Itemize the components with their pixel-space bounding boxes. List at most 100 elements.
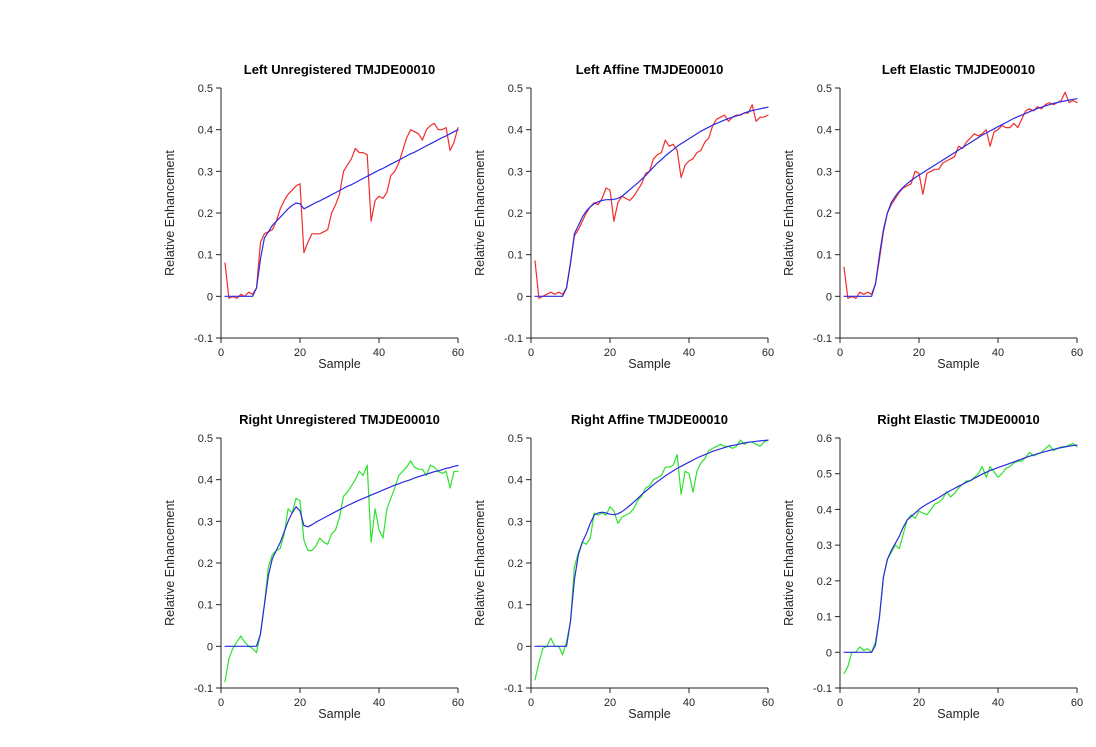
x-tick-label: 20 bbox=[294, 697, 306, 709]
x-tick-label: 40 bbox=[683, 347, 695, 359]
y-tick-label: 0.4 bbox=[198, 475, 213, 487]
y-tick-label: 0.5 bbox=[198, 83, 213, 95]
plot-area-right-affine: -0.1 0 0.1 0.2 0.3 0.4 0.5 0 20 40 60 bbox=[504, 433, 774, 709]
plot-title: Right Affine TMJDE00010 bbox=[571, 412, 728, 427]
y-axis-label: Relative Enhancement bbox=[473, 500, 487, 626]
raw-enhancement-line bbox=[534, 439, 769, 681]
plot-title: Left Unregistered TMJDE00010 bbox=[243, 62, 436, 77]
x-tick-label: 60 bbox=[762, 697, 774, 709]
y-tick-label: 0.2 bbox=[508, 558, 523, 570]
x-tick-label: 60 bbox=[452, 347, 464, 359]
y-tick-label: 0.3 bbox=[198, 516, 213, 528]
x-tick-label: 0 bbox=[218, 697, 224, 709]
x-tick-label: 20 bbox=[913, 697, 925, 709]
y-tick-label: 0.5 bbox=[508, 83, 523, 95]
x-axis-label: Sample bbox=[318, 357, 361, 371]
x-tick-label: 20 bbox=[294, 347, 306, 359]
y-tick-label: 0.1 bbox=[198, 250, 213, 262]
y-tick-label: 0.2 bbox=[817, 576, 832, 588]
plot-area-right-elastic: -0.1 0 0.1 0.2 0.3 0.4 0.5 0.6 0 20 40 60 bbox=[813, 433, 1083, 709]
x-tick-label: 20 bbox=[604, 347, 616, 359]
y-tick-label: 0.1 bbox=[198, 600, 213, 612]
y-tick-label: 0.1 bbox=[817, 250, 832, 262]
y-tick-label: 0.4 bbox=[508, 475, 523, 487]
y-tick-label: 0.4 bbox=[508, 125, 523, 137]
subplot-left-elastic: -0.1 0 0.1 0.2 0.3 0.4 0.5 0 20 40 60 Left Elastic… bbox=[762, 54, 1096, 404]
raw-enhancement-line bbox=[224, 460, 459, 683]
subplot-left-unregistered: -0.1 0 0.1 0.2 0.3 0.4 0.5 0 20 40 60 Left Unregis… bbox=[143, 54, 489, 404]
plot-area-left-affine: -0.1 0 0.1 0.2 0.3 0.4 0.5 0 20 40 60 bbox=[504, 83, 774, 359]
x-tick-label: 60 bbox=[1071, 347, 1083, 359]
y-tick-label: -0.1 bbox=[194, 683, 213, 695]
y-tick-label: 0.3 bbox=[817, 166, 832, 178]
y-tick-label: -0.1 bbox=[813, 333, 832, 345]
y-tick-label: 0.5 bbox=[508, 433, 523, 445]
x-tick-label: 0 bbox=[837, 697, 843, 709]
x-tick-label: 20 bbox=[913, 347, 925, 359]
plot-area-right-unregistered: -0.1 0 0.1 0.2 0.3 0.4 0.5 0 20 40 60 bbox=[194, 433, 464, 709]
model-fit-line bbox=[534, 106, 769, 297]
y-tick-label: 0.3 bbox=[508, 166, 523, 178]
x-tick-label: 0 bbox=[218, 347, 224, 359]
y-tick-label: 0 bbox=[207, 641, 213, 653]
y-tick-label: -0.1 bbox=[194, 333, 213, 345]
y-tick-label: 0 bbox=[517, 641, 523, 653]
y-tick-label: 0.3 bbox=[508, 516, 523, 528]
y-axis-label: Relative Enhancement bbox=[782, 500, 796, 626]
y-tick-label: 0.5 bbox=[198, 433, 213, 445]
raw-enhancement-line bbox=[843, 91, 1078, 299]
model-fit-line bbox=[534, 439, 769, 647]
x-axis-label: Sample bbox=[937, 357, 980, 371]
x-tick-label: 0 bbox=[528, 697, 534, 709]
subplot-right-affine: -0.1 0 0.1 0.2 0.3 0.4 0.5 0 20 40 60 Right Affine… bbox=[453, 404, 799, 747]
x-tick-label: 60 bbox=[452, 697, 464, 709]
x-tick-label: 40 bbox=[373, 697, 385, 709]
y-tick-label: 0 bbox=[826, 291, 832, 303]
y-tick-label: 0.2 bbox=[198, 558, 213, 570]
subplot-right-elastic: -0.1 0 0.1 0.2 0.3 0.4 0.5 0.6 0 20 40 60 Right Ela… bbox=[762, 404, 1096, 747]
y-tick-label: -0.1 bbox=[504, 683, 523, 695]
model-fit-line bbox=[224, 129, 459, 297]
x-axis-label: Sample bbox=[628, 357, 671, 371]
y-tick-label: 0.4 bbox=[817, 125, 832, 137]
y-axis-label: Relative Enhancement bbox=[782, 150, 796, 276]
y-tick-label: 0 bbox=[826, 647, 832, 659]
y-tick-label: 0.4 bbox=[198, 125, 213, 137]
subplot-right-unregistered: -0.1 0 0.1 0.2 0.3 0.4 0.5 0 20 40 60 Right Unregi… bbox=[143, 404, 489, 747]
y-tick-label: 0.2 bbox=[508, 208, 523, 220]
plot-title: Right Unregistered TMJDE00010 bbox=[239, 412, 440, 427]
x-tick-label: 0 bbox=[837, 347, 843, 359]
y-axis-label: Relative Enhancement bbox=[163, 150, 177, 276]
y-tick-label: 0.3 bbox=[198, 166, 213, 178]
x-tick-label: 20 bbox=[604, 697, 616, 709]
y-tick-label: 0 bbox=[517, 291, 523, 303]
x-axis-label: Sample bbox=[937, 707, 980, 721]
subplot-left-affine: -0.1 0 0.1 0.2 0.3 0.4 0.5 0 20 40 60 Left Affine … bbox=[453, 54, 799, 404]
y-tick-label: 0.3 bbox=[817, 540, 832, 552]
x-tick-label: 40 bbox=[992, 347, 1004, 359]
y-tick-label: 0 bbox=[207, 291, 213, 303]
y-tick-label: -0.1 bbox=[504, 333, 523, 345]
y-tick-label: 0.4 bbox=[817, 504, 832, 516]
y-tick-label: 0.1 bbox=[508, 600, 523, 612]
plot-area-left-elastic: -0.1 0 0.1 0.2 0.3 0.4 0.5 0 20 40 60 bbox=[813, 83, 1083, 359]
x-axis-label: Sample bbox=[628, 707, 671, 721]
y-tick-label: 0.1 bbox=[817, 612, 832, 624]
y-axis-label: Relative Enhancement bbox=[473, 150, 487, 276]
x-tick-label: 0 bbox=[528, 347, 534, 359]
y-tick-label: -0.1 bbox=[813, 683, 832, 695]
y-tick-label: 0.1 bbox=[508, 250, 523, 262]
model-fit-line bbox=[224, 464, 459, 647]
raw-enhancement-line bbox=[843, 442, 1078, 675]
plot-title: Right Elastic TMJDE00010 bbox=[877, 412, 1040, 427]
y-tick-label: 0.2 bbox=[198, 208, 213, 220]
model-fit-line bbox=[843, 444, 1078, 653]
x-tick-label: 40 bbox=[373, 347, 385, 359]
x-tick-label: 40 bbox=[992, 697, 1004, 709]
y-tick-label: 0.5 bbox=[817, 83, 832, 95]
y-tick-label: 0.5 bbox=[817, 469, 832, 481]
y-tick-label: 0.6 bbox=[817, 433, 832, 445]
model-fit-line bbox=[843, 98, 1078, 297]
y-tick-label: 0.2 bbox=[817, 208, 832, 220]
